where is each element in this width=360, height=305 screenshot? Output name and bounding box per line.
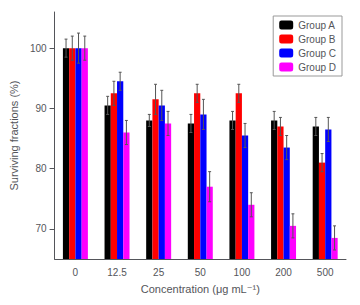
svg-text:90: 90 [35, 103, 47, 114]
svg-text:70: 70 [35, 223, 47, 234]
svg-text:Group B: Group B [298, 34, 336, 45]
svg-text:12.5: 12.5 [107, 267, 127, 278]
svg-text:500: 500 [317, 267, 334, 278]
svg-text:200: 200 [275, 267, 292, 278]
svg-text:0: 0 [73, 267, 79, 278]
svg-text:100: 100 [30, 43, 47, 54]
svg-text:Surviving fractions (%): Surviving fractions (%) [8, 80, 20, 190]
svg-text:80: 80 [35, 163, 47, 174]
svg-text:Group D: Group D [298, 62, 336, 73]
svg-text:25: 25 [153, 267, 165, 278]
svg-text:50: 50 [195, 267, 207, 278]
svg-text:Group A: Group A [298, 20, 335, 31]
svg-text:Group C: Group C [298, 48, 336, 59]
svg-text:Concentration (μg mL⁻¹): Concentration (μg mL⁻¹) [141, 283, 260, 295]
svg-text:100: 100 [234, 267, 251, 278]
